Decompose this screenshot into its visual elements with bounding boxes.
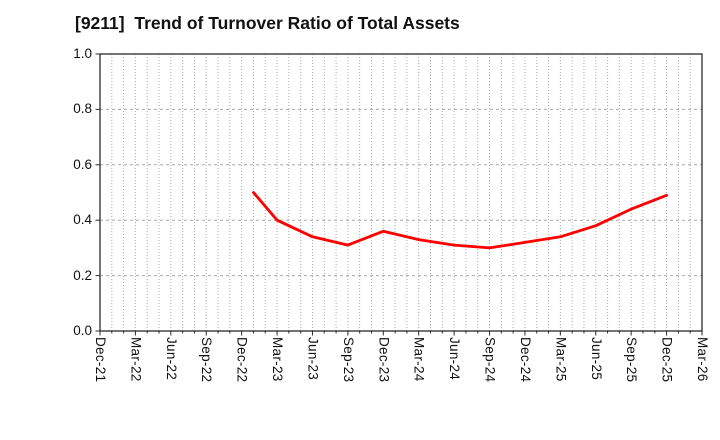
- x-tick-label: Jun-25: [588, 337, 604, 381]
- x-tick-label: Dec-22: [234, 337, 250, 383]
- plot-frame: [99, 53, 703, 332]
- x-tick-label: Dec-21: [93, 337, 108, 383]
- y-tick-label: 0.0: [73, 323, 92, 338]
- x-tick-label: Mar-22: [128, 337, 144, 382]
- chart-title: [9211] Trend of Turnover Ratio of Total …: [75, 13, 460, 33]
- x-tick-label: Jun-22: [163, 337, 179, 381]
- y-tick-label: 1.0: [73, 46, 92, 61]
- x-tick-label: Sep-22: [199, 337, 215, 383]
- x-tick-label: Dec-23: [376, 337, 392, 383]
- x-tick-label: Jun-23: [305, 337, 321, 381]
- x-tick-label: Mar-26: [695, 337, 710, 382]
- y-tick-label: 0.4: [73, 212, 92, 228]
- x-tick-label: Dec-24: [517, 337, 533, 383]
- x-tick-label: Sep-24: [482, 337, 498, 383]
- y-tick-label: 0.2: [73, 267, 92, 283]
- x-tick-label: Mar-23: [270, 337, 286, 382]
- x-tick-label: Sep-25: [624, 337, 640, 383]
- x-tick-label: Sep-23: [340, 337, 356, 383]
- y-tick-label: 0.8: [73, 101, 92, 117]
- x-tick-label: Jun-24: [447, 337, 463, 381]
- x-tick-label: Mar-25: [553, 337, 569, 382]
- x-tick-label: Dec-25: [659, 337, 675, 383]
- y-tick-label: 0.6: [73, 156, 92, 172]
- series-line: [252, 191, 668, 250]
- x-tick-label: Mar-24: [411, 337, 427, 382]
